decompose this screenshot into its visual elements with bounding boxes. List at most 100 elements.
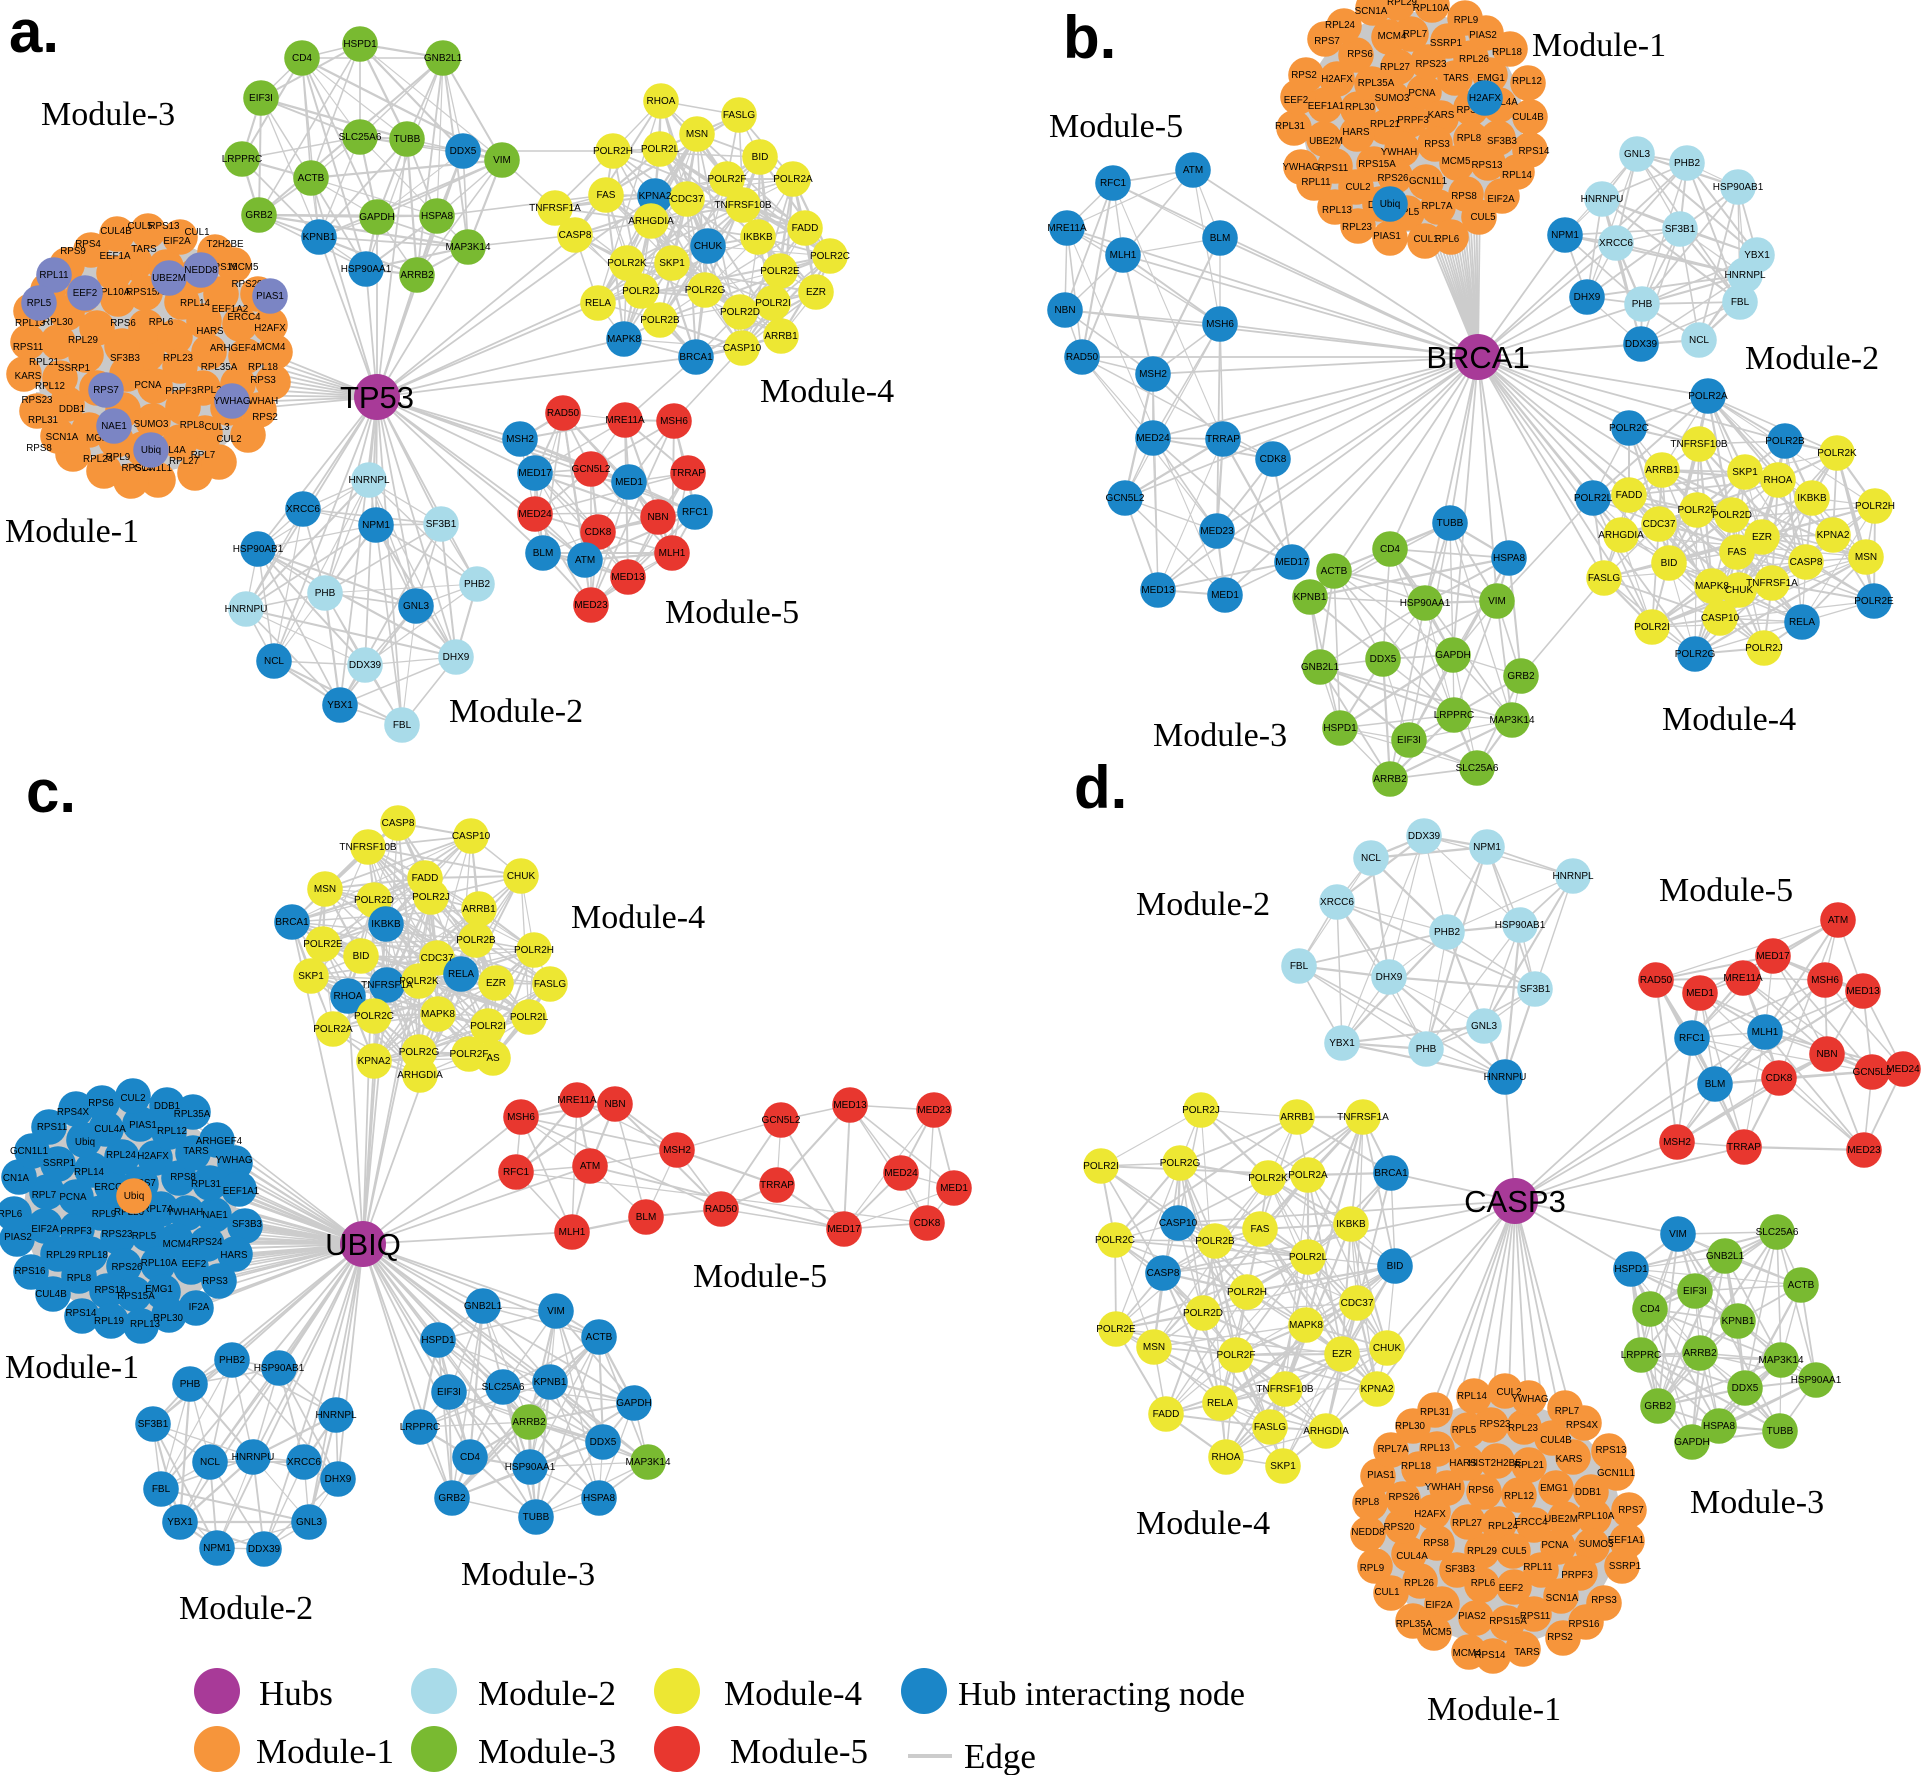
svg-text:TNFRSF1A: TNFRSF1A [1746,578,1798,589]
svg-text:PRPF3: PRPF3 [165,386,197,397]
svg-text:RPS6: RPS6 [110,318,136,329]
svg-text:DHX9: DHX9 [325,1474,352,1485]
svg-text:Ubiq: Ubiq [141,445,161,456]
svg-text:GCN1L1: GCN1L1 [1409,176,1447,187]
svg-text:BLM: BLM [1705,1079,1726,1090]
svg-text:POLR2L: POLR2L [641,144,680,155]
svg-text:RPL18: RPL18 [1492,47,1523,58]
svg-text:RPS13: RPS13 [148,221,180,232]
svg-text:PRPF3: PRPF3 [1397,115,1429,126]
svg-text:MSH6: MSH6 [1206,319,1234,330]
svg-text:FAS: FAS [1251,1224,1270,1235]
svg-text:POLR2K: POLR2K [1817,448,1857,459]
svg-text:SLC25A6: SLC25A6 [482,1382,525,1393]
svg-text:RPL35A: RPL35A [1396,1619,1433,1630]
svg-text:MSH2: MSH2 [506,434,534,445]
svg-text:MSH2: MSH2 [1139,369,1167,380]
svg-text:RPS11: RPS11 [37,1122,67,1133]
svg-text:POLR2C: POLR2C [810,251,850,262]
svg-text:RPS3: RPS3 [250,375,276,386]
svg-text:POLR2I: POLR2I [755,298,791,309]
svg-text:KARS: KARS [1428,110,1455,121]
svg-text:RPS23: RPS23 [1479,1419,1511,1430]
svg-text:YWHAH: YWHAH [167,1207,203,1218]
svg-text:HNRNPU: HNRNPU [1484,1072,1527,1083]
svg-text:POLR2C: POLR2C [1609,423,1649,434]
svg-text:FASLG: FASLG [1588,573,1620,584]
svg-text:RPS16: RPS16 [206,262,238,273]
svg-text:GCN1L1: GCN1L1 [134,463,172,474]
svg-text:PHB2: PHB2 [1674,158,1701,169]
svg-text:EIF3I: EIF3I [437,1387,461,1398]
svg-text:CHUK: CHUK [507,871,536,882]
svg-text:RPL23: RPL23 [1342,222,1373,233]
svg-text:RPS14: RPS14 [1474,1650,1506,1661]
svg-text:RPS26: RPS26 [1377,173,1409,184]
svg-text:FASLG: FASLG [534,979,566,990]
svg-text:RPS24: RPS24 [191,1237,223,1248]
svg-text:CDK8: CDK8 [585,527,612,538]
svg-text:POLR2A: POLR2A [1288,1170,1328,1181]
svg-text:BLM: BLM [533,548,554,559]
svg-text:MAPK8: MAPK8 [421,1009,455,1020]
svg-text:Ubiq: Ubiq [124,1191,145,1202]
svg-text:CUL4B: CUL4B [1512,112,1544,123]
svg-text:RPL31: RPL31 [28,415,58,426]
svg-text:UBE2M: UBE2M [1544,1514,1578,1525]
svg-text:IKBKB: IKBKB [1336,1219,1366,1230]
svg-text:c.: c. [26,758,76,825]
svg-text:Module-4: Module-4 [724,1674,862,1713]
svg-text:NCL: NCL [1361,853,1381,864]
svg-text:CD4: CD4 [1380,544,1400,555]
svg-text:CDC37: CDC37 [1341,1298,1374,1309]
svg-text:RPL6: RPL6 [0,1209,23,1220]
svg-text:CUL5: CUL5 [127,221,153,232]
svg-text:Module-3: Module-3 [478,1732,616,1771]
svg-text:POLR2G: POLR2G [399,1047,440,1058]
svg-text:HSPA8: HSPA8 [421,211,453,222]
svg-text:NPM1: NPM1 [362,520,390,531]
svg-text:FADD: FADD [792,223,819,234]
svg-text:GNL3: GNL3 [403,601,430,612]
svg-text:MAPK8: MAPK8 [1695,581,1729,592]
svg-text:SF3B1: SF3B1 [426,519,457,530]
svg-text:CDC37: CDC37 [1643,519,1676,530]
svg-text:MLH1: MLH1 [1110,250,1137,261]
svg-text:HSP90AB1: HSP90AB1 [254,1363,305,1374]
svg-text:ARHGDIA: ARHGDIA [1598,530,1644,541]
svg-text:PCNA: PCNA [134,380,162,391]
svg-text:RPL27: RPL27 [169,456,199,467]
svg-text:Module-2: Module-2 [449,693,583,730]
svg-text:FASLG: FASLG [1254,1422,1286,1433]
svg-text:PRPF3: PRPF3 [1561,1570,1593,1581]
svg-text:HSP90AA1: HSP90AA1 [1400,598,1451,609]
svg-text:CDK8: CDK8 [914,1218,941,1229]
svg-text:RPL11: RPL11 [1523,1562,1552,1573]
svg-text:PHB: PHB [180,1379,201,1390]
svg-text:RPS13: RPS13 [1595,1445,1627,1456]
svg-text:CUL4A: CUL4A [1396,1551,1428,1562]
svg-text:PHB2: PHB2 [219,1355,246,1366]
svg-text:H2AFX: H2AFX [254,323,286,334]
svg-text:POLR2E: POLR2E [1854,596,1894,607]
svg-text:MED13: MED13 [611,572,645,583]
svg-text:RPS16: RPS16 [14,1266,46,1277]
svg-text:TRRAP: TRRAP [671,468,705,479]
svg-text:YWHAG: YWHAG [213,396,250,407]
svg-text:DDX5: DDX5 [590,1437,617,1448]
svg-text:HNRNPU: HNRNPU [232,1452,275,1463]
svg-text:IKBKB: IKBKB [371,919,401,930]
svg-text:MED24: MED24 [1136,433,1170,444]
svg-text:POLR2I: POLR2I [470,1021,506,1032]
svg-text:HNRNPL: HNRNPL [348,475,390,486]
svg-text:MCM4: MCM4 [1378,31,1407,42]
svg-text:RPL13: RPL13 [1322,205,1353,216]
svg-text:PHB2: PHB2 [1434,927,1461,938]
svg-text:POLR2H: POLR2H [514,945,554,956]
svg-text:b.: b. [1063,4,1116,71]
svg-text:Module-1: Module-1 [1532,27,1666,64]
svg-text:RPL7: RPL7 [32,1190,57,1201]
svg-text:Module-1: Module-1 [5,1349,139,1386]
svg-text:MLH1: MLH1 [659,548,686,559]
svg-text:SKP1: SKP1 [1270,1461,1296,1472]
